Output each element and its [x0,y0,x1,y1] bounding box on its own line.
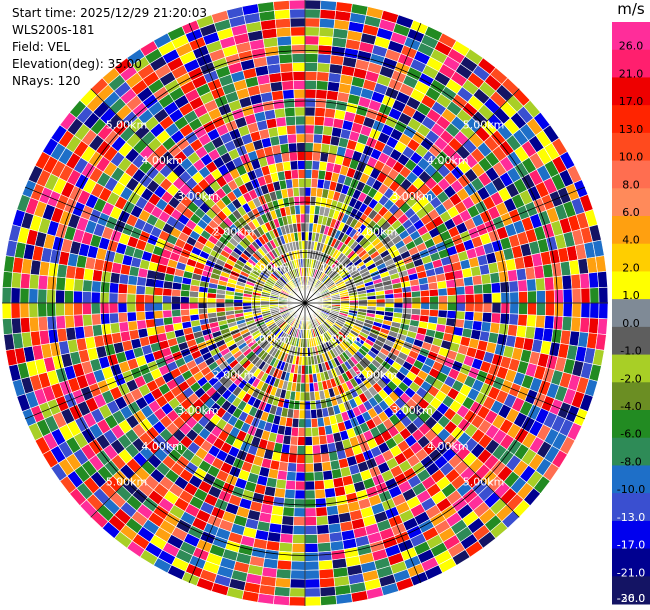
colorbar-title: m/s [617,0,645,18]
colorbar-tick-label: -30.0 [617,592,645,605]
colorbar-tick-label: -4.0 [620,400,641,413]
elevation: Elevation(deg): 35.00 [12,57,142,71]
colorbar-tick-label: -13.0 [617,511,645,524]
colorbar-tick-label: 10.0 [619,151,644,164]
colorbar-tick-label: 17.0 [619,95,644,108]
colorbar-tick-label: 6.0 [622,206,640,219]
colorbar-tick-label: 26.0 [619,40,644,53]
colorbar-tick-label: 0.0 [622,317,640,330]
colorbar-tick-label: 13.0 [619,123,644,136]
instrument-name: WLS200s-181 [12,23,95,37]
ppi-plot: 1.00km1.00km1.00km1.00km2.00km2.00km2.00… [1,0,609,607]
colorbar-tick-label: -8.0 [620,455,641,468]
colorbar-tick-label: -17.0 [617,539,645,552]
colorbar-tick-label: 2.0 [622,261,640,274]
colorbar-tick-label: -21.0 [617,566,645,579]
colorbar-tick-label: -10.0 [617,483,645,496]
nrays: NRays: 120 [12,74,81,88]
colorbar-tick-label: 8.0 [622,178,640,191]
field-name: Field: VEL [12,40,71,54]
colorbar-tick-label: 21.0 [619,67,644,80]
start-time: Start time: 2025/12/29 21:20:03 [12,6,207,20]
colorbar-tick-label: 1.0 [622,289,640,302]
colorbar-tick-label: -1.0 [620,345,641,358]
plot-info: Start time: 2025/12/29 21:20:03 WLS200s-… [12,5,207,90]
colorbar-tick-label: -2.0 [620,372,641,385]
velocity-cells [1,0,609,607]
colorbar-tick-label: -6.0 [620,428,641,441]
colorbar-tick-label: 4.0 [622,234,640,247]
